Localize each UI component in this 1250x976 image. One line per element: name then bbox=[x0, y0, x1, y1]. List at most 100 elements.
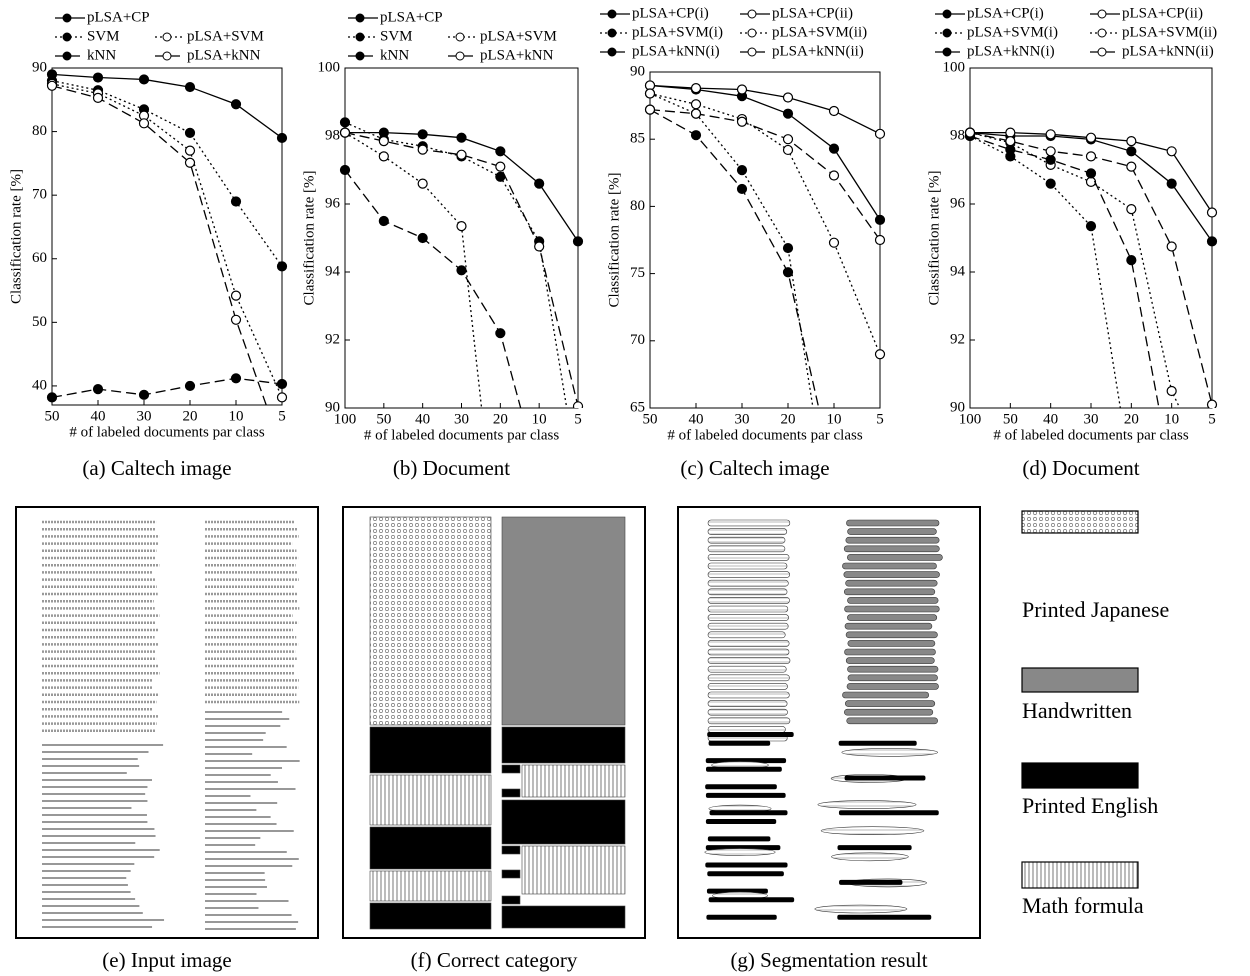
segment bbox=[845, 606, 940, 612]
legend-marker bbox=[748, 29, 756, 37]
data-point bbox=[1046, 179, 1055, 188]
segment bbox=[842, 748, 938, 756]
data-point bbox=[646, 89, 655, 98]
segment bbox=[706, 767, 782, 772]
segment bbox=[706, 819, 776, 824]
segment bbox=[709, 741, 771, 746]
data-point bbox=[830, 238, 839, 247]
y-tick-label: 50 bbox=[32, 314, 47, 330]
data-point bbox=[418, 145, 427, 154]
segment bbox=[706, 793, 786, 798]
segment bbox=[708, 649, 789, 655]
caption: (a) Caltech image bbox=[82, 456, 231, 480]
data-point bbox=[574, 472, 583, 481]
page: {"chart_data": [ {"type": "line", "capti… bbox=[0, 0, 1250, 976]
data-point bbox=[738, 85, 747, 94]
panel-caption: (e) Input image bbox=[102, 948, 231, 972]
y-tick-label: 40 bbox=[32, 377, 47, 393]
segment bbox=[707, 732, 793, 737]
segment bbox=[837, 915, 931, 920]
segment bbox=[845, 623, 932, 629]
legend-label: kNN bbox=[380, 47, 409, 63]
data-point bbox=[140, 119, 149, 128]
segment bbox=[705, 784, 777, 789]
x-tick-label: 5 bbox=[876, 411, 884, 427]
segment bbox=[705, 863, 787, 868]
legend-label: pLSA+kNN bbox=[480, 47, 554, 63]
data-point bbox=[535, 472, 544, 481]
x-tick-label: 40 bbox=[1043, 411, 1058, 427]
series-line bbox=[52, 81, 282, 267]
legend-label: pLSA+CP(ii) bbox=[772, 5, 853, 21]
data-point bbox=[457, 150, 466, 159]
legend-label: pLSA+CP(i) bbox=[632, 5, 709, 21]
data-point bbox=[186, 83, 195, 92]
figure: 40506070809050403020105# of labeled docu… bbox=[0, 0, 1250, 976]
segment bbox=[706, 915, 776, 920]
y-tick-label: 60 bbox=[32, 250, 47, 266]
legend-marker bbox=[63, 14, 71, 22]
region bbox=[502, 789, 520, 797]
region bbox=[370, 903, 491, 929]
segment bbox=[708, 836, 771, 841]
data-point bbox=[876, 129, 885, 138]
data-point bbox=[574, 237, 583, 246]
data-point bbox=[418, 130, 427, 139]
data-point bbox=[876, 236, 885, 245]
segment bbox=[708, 589, 787, 595]
region bbox=[522, 765, 625, 797]
data-point bbox=[1127, 147, 1136, 156]
legend-marker bbox=[356, 14, 364, 22]
legend-marker bbox=[608, 48, 616, 56]
plot-frame bbox=[52, 68, 282, 405]
segment bbox=[708, 692, 789, 698]
y-tick-label: 80 bbox=[630, 198, 645, 214]
data-point bbox=[140, 75, 149, 84]
segment bbox=[708, 572, 790, 578]
x-tick-label: 50 bbox=[1003, 411, 1018, 427]
data-point bbox=[496, 329, 505, 338]
segment bbox=[846, 658, 934, 664]
x-tick-label: 100 bbox=[334, 411, 357, 427]
legend-marker bbox=[748, 10, 756, 18]
data-point bbox=[232, 291, 241, 300]
legend-swatch bbox=[1022, 763, 1138, 788]
region bbox=[522, 846, 625, 894]
y-tick-label: 70 bbox=[32, 187, 47, 203]
segment bbox=[708, 623, 788, 629]
data-point bbox=[379, 152, 388, 161]
data-point bbox=[94, 73, 103, 82]
data-point bbox=[830, 106, 839, 115]
data-point bbox=[1167, 387, 1176, 396]
segment bbox=[839, 741, 917, 746]
segment bbox=[710, 810, 788, 815]
data-point bbox=[1006, 137, 1015, 146]
data-point bbox=[278, 133, 287, 142]
legend-marker bbox=[356, 33, 364, 41]
segment bbox=[847, 615, 936, 621]
data-point bbox=[94, 93, 103, 102]
x-tick-label: 30 bbox=[735, 411, 750, 427]
data-point bbox=[692, 109, 701, 118]
data-point bbox=[232, 100, 241, 109]
data-point bbox=[830, 171, 839, 180]
region bbox=[502, 765, 520, 773]
region bbox=[502, 870, 520, 878]
data-point bbox=[379, 217, 388, 226]
data-point bbox=[738, 166, 747, 175]
x-tick-label: 50 bbox=[45, 408, 60, 424]
data-point bbox=[830, 144, 839, 153]
data-point bbox=[1006, 145, 1015, 154]
legend-marker bbox=[1098, 48, 1106, 56]
series-line bbox=[650, 94, 880, 355]
legend-marker bbox=[608, 10, 616, 18]
legend-label: Printed Japanese bbox=[1022, 597, 1169, 622]
data-point bbox=[278, 380, 287, 389]
region bbox=[370, 517, 491, 725]
legend-label: pLSA+kNN(ii) bbox=[1122, 43, 1214, 59]
data-point bbox=[186, 128, 195, 137]
data-point bbox=[784, 135, 793, 144]
data-point bbox=[140, 390, 149, 399]
y-axis-label: Classification rate [%] bbox=[8, 169, 24, 304]
segment bbox=[708, 537, 785, 543]
